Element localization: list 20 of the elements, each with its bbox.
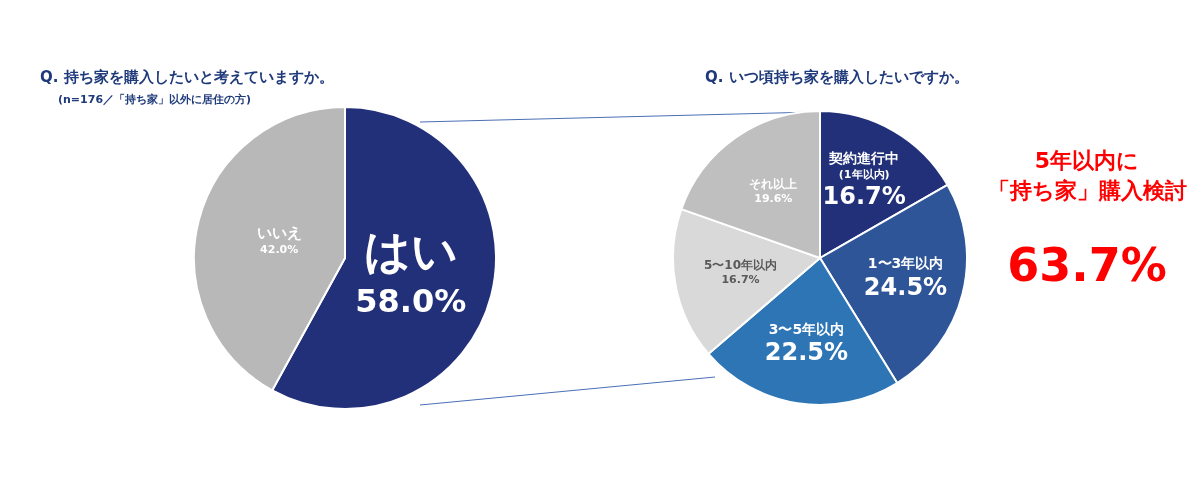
data-label: 24.5% [863, 272, 948, 301]
chart-subtitle: (n=176／「持ち家」以外に居住の方) [58, 92, 252, 107]
chart-title: Q. いつ頃持ち家を購入したいですか。 [705, 68, 969, 87]
text: 5年以内に [1033, 147, 1141, 175]
slice-label: 5〜10年以内 [704, 258, 778, 273]
data-label: 58.0% [355, 281, 467, 320]
slice-label: いいえ [256, 224, 302, 243]
slice-label: 1〜3年以内 [867, 255, 944, 272]
data-label: 16.7% [822, 181, 906, 210]
text: 「持ち家」購入検討 [986, 177, 1188, 205]
data-label: 22.5% [764, 338, 849, 367]
slice-label: それ以上 [749, 177, 798, 192]
data-label: 19.6% [754, 192, 793, 206]
data-label: 16.7% [721, 273, 760, 287]
data-label: 42.0% [260, 243, 299, 257]
chart-title: Q. 持ち家を購入したいと考えていますか。 [40, 68, 334, 87]
slice-label: 契約進行中 (1年以内) [828, 150, 900, 182]
slice-label: 3〜5年以内 [768, 320, 845, 337]
text: 63.7% [1006, 238, 1168, 292]
slice-label: はい [363, 223, 458, 278]
